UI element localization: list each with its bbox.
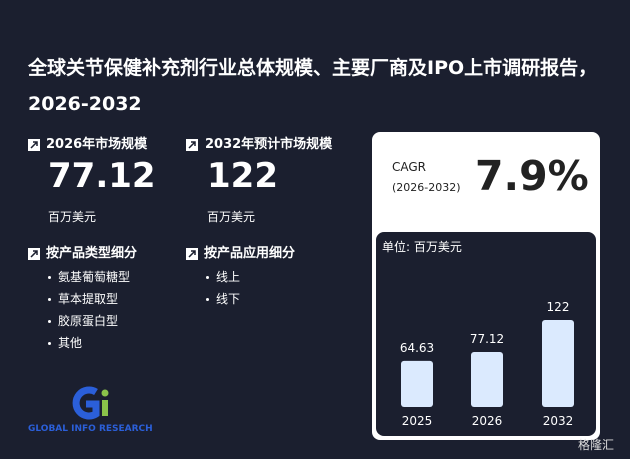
segment-item: 草本提取型 <box>58 292 119 306</box>
segment-item: 线下 <box>216 292 241 306</box>
value-label: 77.12 <box>470 332 504 346</box>
segment-item: 胶原蛋白型 <box>58 314 119 328</box>
segment-item: 其他 <box>58 336 83 350</box>
value-label: 64.63 <box>400 341 434 355</box>
segment-item: 氨基葡萄糖型 <box>58 270 131 284</box>
logo-mark <box>72 386 109 420</box>
page-title: 全球关节保健补充剂行业总体规模、主要厂商及IPO上市调研报告，2026-2032 <box>28 57 598 115</box>
bullet <box>48 320 51 323</box>
bar <box>401 360 433 407</box>
stat-unit: 百万美元 <box>207 210 256 224</box>
stat-unit: 百万美元 <box>48 210 97 224</box>
segment-title: 按产品应用细分 <box>204 246 296 261</box>
icon <box>186 248 198 260</box>
chart-panel: 单位: 百万美元 64.63 2025 77.12 2026 122 2032 <box>376 232 596 436</box>
icon <box>28 139 40 151</box>
stat-label: 2026年市场规模 <box>46 137 148 152</box>
cagr-label: CAGR <box>392 160 427 174</box>
bullet <box>48 342 51 345</box>
cagr-value: 7.9% <box>475 152 589 200</box>
stat-value: 122 <box>207 156 278 196</box>
chart-subtitle: 单位: 百万美元 <box>382 240 462 254</box>
x-tick-label: 2025 <box>402 414 433 428</box>
cagr-period: (2026-2032) <box>392 181 461 194</box>
segment-title: 按产品类型细分 <box>46 246 138 261</box>
stat-value: 77.12 <box>48 156 156 196</box>
logo-text: GLOBAL INFO RESEARCH <box>28 424 153 434</box>
bar <box>542 320 574 407</box>
chart: 64.63 2025 77.12 2026 122 2032 <box>400 300 574 428</box>
bullet <box>48 298 51 301</box>
bullet <box>206 276 209 279</box>
bullet <box>48 276 51 279</box>
bar <box>471 352 503 407</box>
icon <box>28 248 40 260</box>
x-tick-label: 2032 <box>543 414 574 428</box>
segment-item: 线上 <box>216 270 241 284</box>
x-tick-label: 2026 <box>472 414 503 428</box>
bullet <box>206 298 209 301</box>
icon <box>186 139 198 151</box>
stat-label: 2032年预计市场规模 <box>205 137 333 152</box>
watermark: 格隆汇 <box>578 438 615 452</box>
value-label: 122 <box>547 300 570 314</box>
